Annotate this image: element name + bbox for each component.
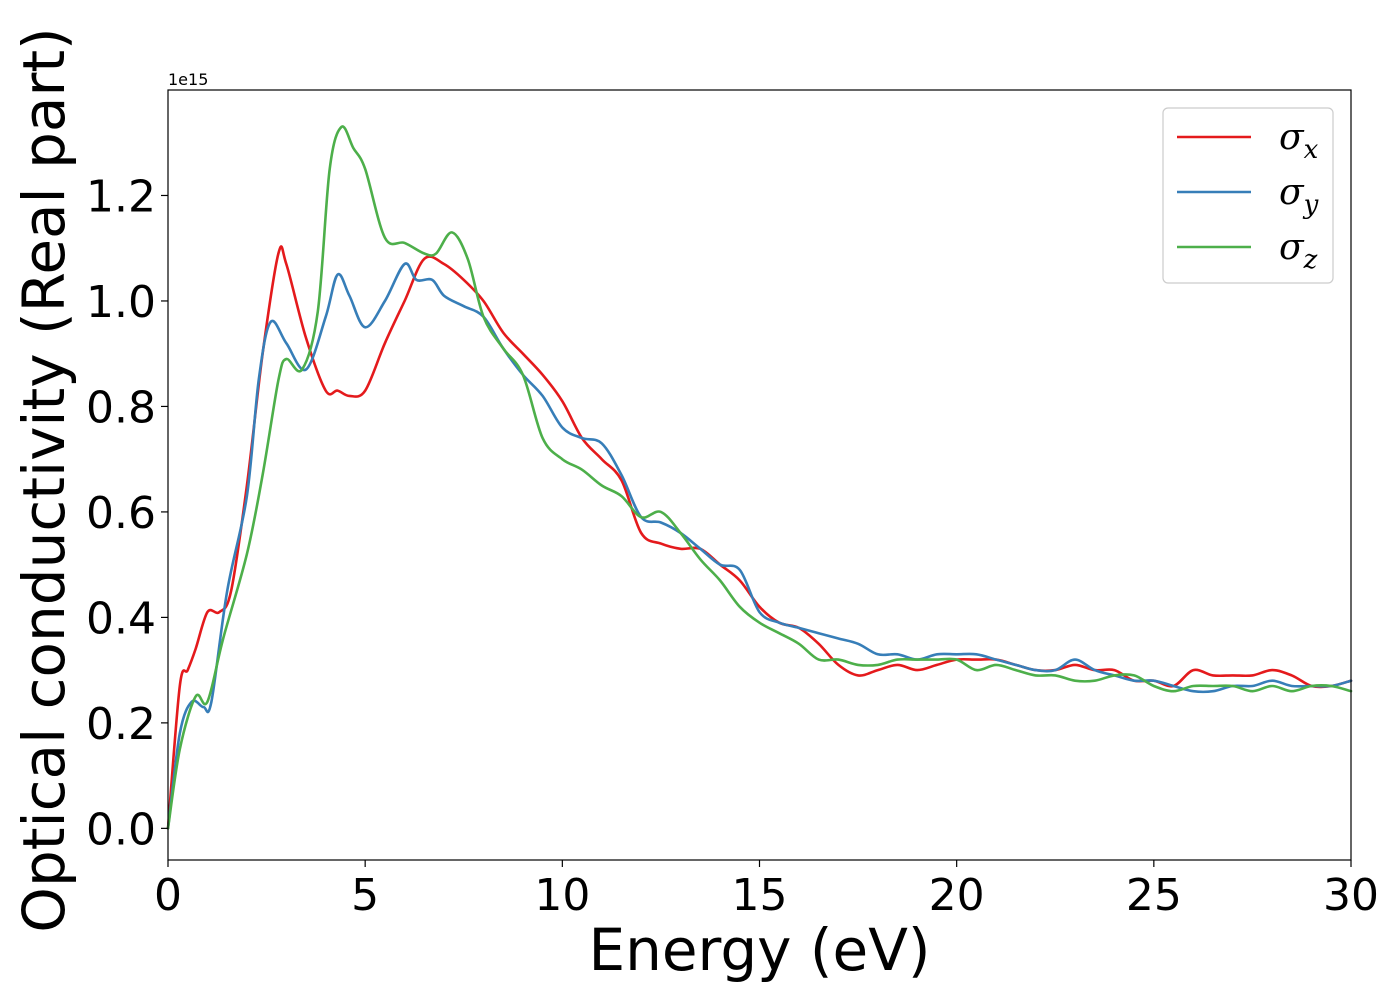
x-tick-label: 10 <box>534 870 590 921</box>
x-tick-label: 20 <box>929 870 985 921</box>
y-tick-label: 0.0 <box>86 804 156 855</box>
y-tick-label: 1.2 <box>86 171 156 222</box>
x-axis-title: Energy (eV) <box>588 916 930 984</box>
y-offset-text: 1e15 <box>168 70 208 89</box>
y-axis-title: Optical conductivity (Real part) <box>10 27 78 932</box>
y-tick-label: 0.2 <box>86 699 156 750</box>
x-tick-label: 30 <box>1323 870 1379 921</box>
y-tick-label: 0.4 <box>86 593 156 644</box>
y-axis: 0.0 0.2 0.4 0.6 0.8 1.0 1.2 <box>86 171 168 855</box>
x-tick-label: 15 <box>732 870 788 921</box>
series-line-z <box>166 125 1353 830</box>
x-axis: 0 5 10 15 20 25 30 <box>154 860 1379 921</box>
y-tick-label: 1.0 <box>86 277 156 328</box>
series-line-x <box>166 245 1353 830</box>
legend-label-z: σz <box>1279 227 1318 275</box>
x-tick-label: 0 <box>154 870 182 921</box>
series-line-y <box>166 262 1353 830</box>
x-tick-label: 5 <box>351 870 379 921</box>
series-layer <box>166 125 1353 830</box>
y-tick-label: 0.6 <box>86 488 156 539</box>
legend-frame <box>1162 107 1334 284</box>
x-tick-label: 25 <box>1126 870 1182 921</box>
y-tick-label: 0.8 <box>86 382 156 433</box>
